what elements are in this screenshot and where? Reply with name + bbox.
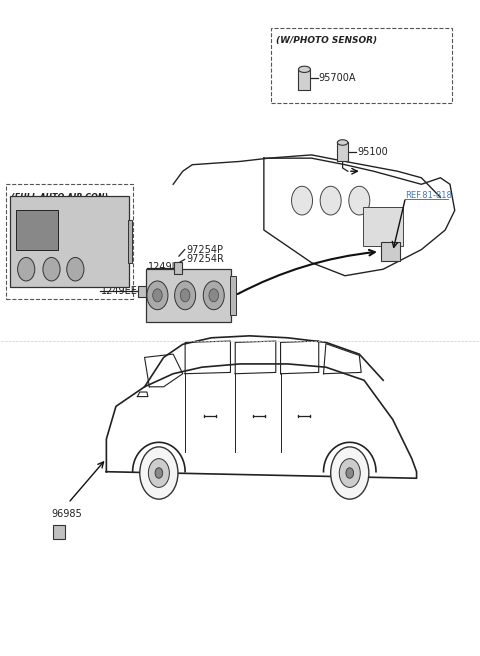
FancyBboxPatch shape bbox=[381, 243, 400, 260]
FancyBboxPatch shape bbox=[10, 196, 129, 287]
Ellipse shape bbox=[337, 140, 348, 145]
Circle shape bbox=[175, 281, 196, 310]
Circle shape bbox=[140, 447, 178, 499]
Circle shape bbox=[153, 289, 162, 302]
Ellipse shape bbox=[299, 66, 311, 72]
Text: 97254R: 97254R bbox=[187, 255, 225, 264]
Text: 95100: 95100 bbox=[357, 148, 388, 157]
Text: 95700A: 95700A bbox=[319, 73, 356, 83]
Text: 97250A: 97250A bbox=[177, 292, 215, 302]
Circle shape bbox=[180, 289, 190, 302]
Circle shape bbox=[320, 186, 341, 215]
Circle shape bbox=[155, 468, 163, 478]
Text: 1249JK: 1249JK bbox=[148, 262, 182, 272]
FancyBboxPatch shape bbox=[299, 70, 311, 91]
Circle shape bbox=[291, 186, 312, 215]
Circle shape bbox=[203, 281, 224, 310]
Circle shape bbox=[331, 447, 369, 499]
Text: REF.81-818: REF.81-818 bbox=[405, 191, 452, 200]
Circle shape bbox=[43, 257, 60, 281]
Text: 1249EE: 1249EE bbox=[101, 286, 138, 296]
FancyBboxPatch shape bbox=[138, 285, 146, 297]
Circle shape bbox=[147, 281, 168, 310]
FancyBboxPatch shape bbox=[146, 268, 231, 322]
Circle shape bbox=[148, 459, 169, 487]
Circle shape bbox=[349, 186, 370, 215]
FancyBboxPatch shape bbox=[230, 276, 236, 315]
Text: 96985: 96985 bbox=[51, 509, 82, 519]
FancyBboxPatch shape bbox=[16, 210, 58, 251]
Text: (FULL AUTO AIR CON): (FULL AUTO AIR CON) bbox=[11, 193, 108, 202]
Text: 97250A: 97250A bbox=[49, 201, 87, 211]
Circle shape bbox=[346, 468, 354, 478]
FancyBboxPatch shape bbox=[128, 220, 132, 262]
Circle shape bbox=[18, 257, 35, 281]
Text: 97254P: 97254P bbox=[187, 245, 224, 255]
FancyBboxPatch shape bbox=[53, 525, 65, 539]
Circle shape bbox=[67, 257, 84, 281]
Circle shape bbox=[339, 459, 360, 487]
Text: (W/PHOTO SENSOR): (W/PHOTO SENSOR) bbox=[276, 36, 377, 45]
FancyBboxPatch shape bbox=[337, 142, 348, 161]
FancyBboxPatch shape bbox=[363, 207, 403, 246]
Circle shape bbox=[209, 289, 218, 302]
FancyBboxPatch shape bbox=[174, 262, 182, 274]
